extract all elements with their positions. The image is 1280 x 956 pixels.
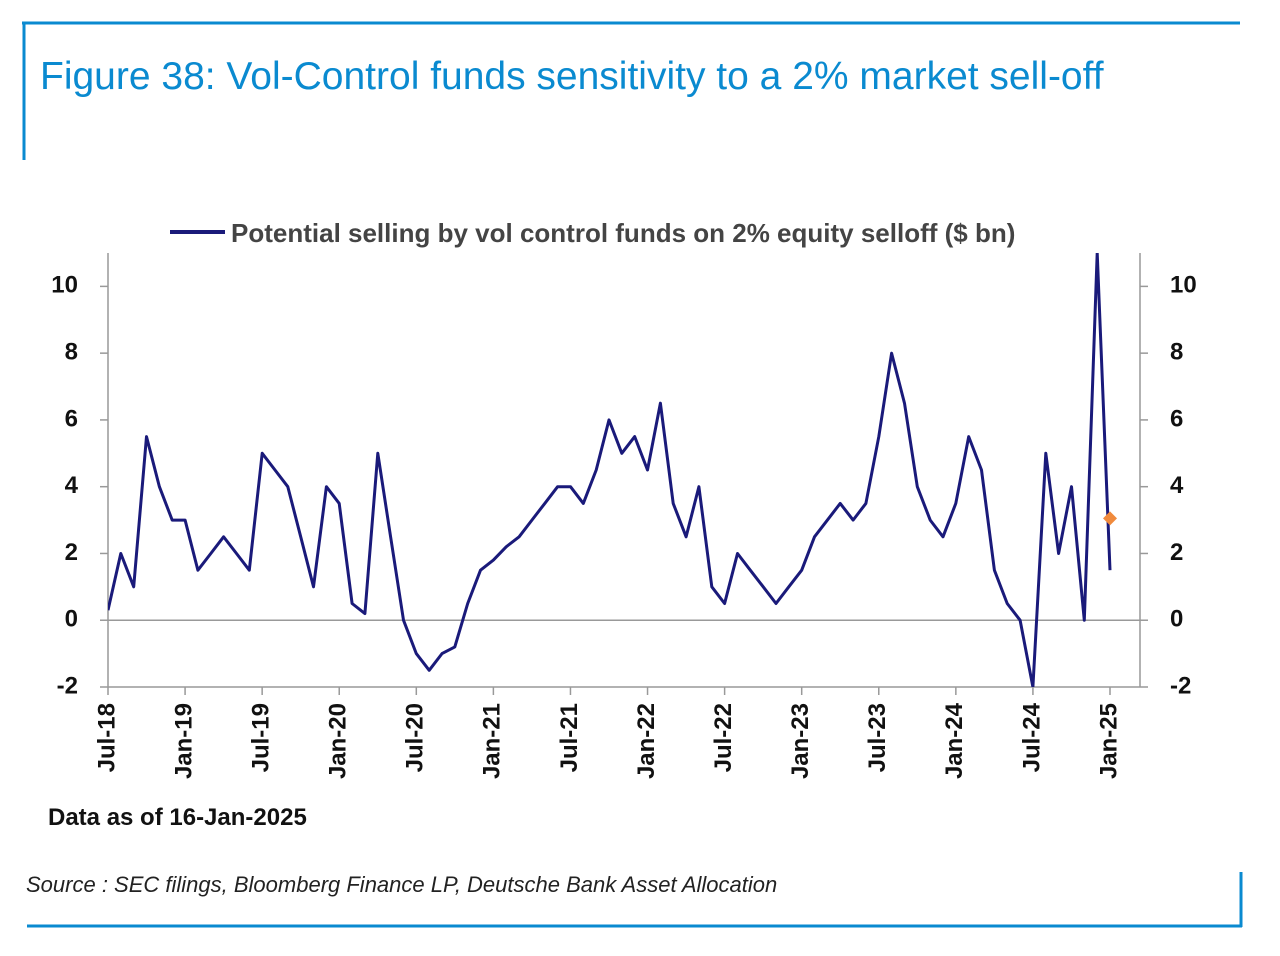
x-tick-label: Jul-24: [1018, 702, 1045, 772]
title: Figure 38: Vol-Control funds sensitivity…: [40, 55, 1104, 98]
note: Data as of 16-Jan-2025: [48, 804, 307, 831]
source: Source : SEC filings, Bloomberg Finance …: [26, 872, 778, 897]
y2-tick-label: 2: [1170, 539, 1183, 566]
y-tick-label: 2: [65, 539, 78, 566]
y2-tick-label: 8: [1170, 338, 1183, 365]
x-tick-label: Jul-18: [93, 703, 120, 772]
x-tick-label: Jul-21: [556, 703, 583, 772]
y-tick-label: 0: [65, 606, 78, 633]
x-tick-label: Jan-22: [633, 703, 660, 779]
x-tick-label: Jul-20: [402, 703, 429, 772]
y2-tick-label: -2: [1170, 672, 1191, 699]
y2-tick-label: 4: [1170, 472, 1184, 499]
y-tick-label: 8: [65, 338, 78, 365]
plot-area: [108, 253, 1112, 687]
y-tick-label: 6: [65, 405, 78, 432]
y-tick-label: 10: [51, 272, 78, 299]
x-tick-label: Jan-24: [941, 702, 968, 779]
y2-tick-label: 6: [1170, 405, 1183, 432]
x-tick-label: Jul-19: [247, 703, 274, 772]
x-tick-label: Jan-21: [479, 703, 506, 779]
y2-tick-label: 10: [1170, 272, 1197, 299]
series-line: [108, 253, 1112, 687]
y-tick-label: -2: [57, 672, 78, 699]
y-tick-label: 4: [65, 472, 79, 499]
x-tick-label: Jul-23: [864, 703, 891, 772]
x-tick-label: Jan-23: [787, 703, 814, 779]
x-tick-label: Jul-22: [710, 703, 737, 772]
x-tick-label: Jan-19: [170, 703, 197, 779]
y2-tick-label: 0: [1170, 606, 1183, 633]
x-tick-label: Jan-25: [1095, 703, 1122, 779]
legend-entry: Potential selling by vol control funds o…: [231, 218, 1016, 248]
marker: [1103, 511, 1117, 526]
x-tick-label: Jan-20: [325, 703, 352, 779]
